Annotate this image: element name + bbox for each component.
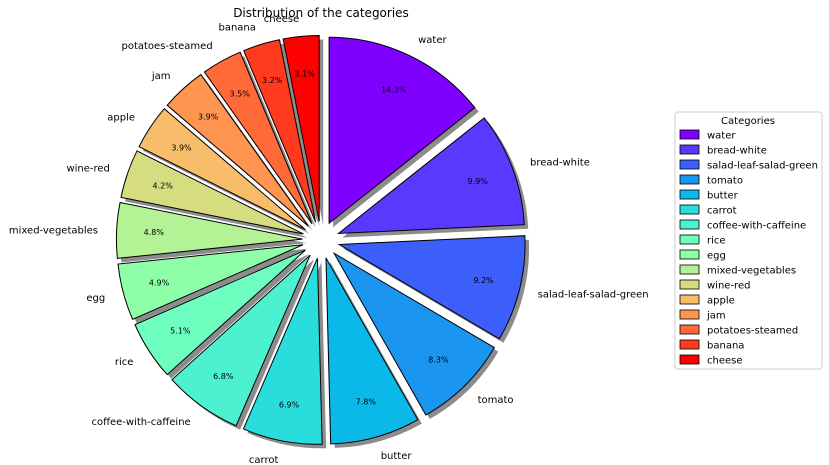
legend-swatch-water <box>679 129 700 140</box>
legend-swatch-rice <box>679 234 700 245</box>
slice-tomato <box>332 251 496 416</box>
pct-label-egg: 4.9% <box>149 279 170 288</box>
slice-mixed-vegetables <box>115 201 303 259</box>
legend-swatch-egg <box>679 249 700 260</box>
legend-swatch-potatoes-steamed <box>679 324 700 335</box>
category-label-butter: butter <box>381 451 413 462</box>
slice-coffee-with-caffeine <box>171 254 311 427</box>
category-label-banana: banana <box>218 23 255 34</box>
slice-apple <box>138 108 306 231</box>
legend-label-water: water <box>707 131 736 142</box>
category-label-jam: jam <box>151 71 171 82</box>
pct-label-water: 14.3% <box>381 85 407 94</box>
pct-label-cheese: 3.1% <box>295 69 316 78</box>
legend-swatch-salad-leaf-salad-green <box>679 159 700 170</box>
pct-label-coffee-with-caffeine: 6.8% <box>213 372 234 381</box>
legend-label-wine-red: wine-red <box>707 281 750 292</box>
legend-swatch-wine-red <box>679 279 700 290</box>
slice-labels: 14.3% water 9.9% bread-white 9.2% salad-leaf-… <box>9 14 649 465</box>
pct-label-rice: 5.1% <box>170 327 191 336</box>
legend-label-coffee-with-caffeine: coffee-with-caffeine <box>707 221 806 232</box>
pct-label-mixed-vegetables: 4.8% <box>144 228 165 237</box>
legend-label-egg: egg <box>707 251 726 262</box>
slice-rice <box>134 249 306 376</box>
category-label-water: water <box>418 35 447 46</box>
pct-label-bread-white: 9.9% <box>468 177 489 186</box>
slice-bread-white <box>336 117 525 235</box>
category-label-mixed-vegetables: mixed-vegetables <box>9 226 98 237</box>
legend-label-tomato: tomato <box>707 176 743 187</box>
category-label-salad-leaf-salad-green: salad-leaf-salad-green <box>538 290 649 301</box>
legend-swatch-apple <box>679 294 700 305</box>
legend-swatch-coffee-with-caffeine <box>679 219 700 230</box>
pct-label-apple: 3.9% <box>171 144 192 153</box>
category-label-tomato: tomato <box>478 395 514 406</box>
pct-label-butter: 7.8% <box>356 397 377 406</box>
legend-box <box>674 111 823 370</box>
pct-label-tomato: 8.3% <box>428 355 449 364</box>
slice-butter <box>325 257 419 445</box>
legend-swatch-jam <box>679 309 700 320</box>
category-label-coffee-with-caffeine: coffee-with-caffeine <box>92 417 191 428</box>
category-label-egg: egg <box>86 293 105 304</box>
slice-water <box>328 36 476 225</box>
legend-label-banana: banana <box>707 341 744 352</box>
slice-wine-red <box>120 150 304 235</box>
legend-label-apple: apple <box>707 296 735 307</box>
legend-label-salad-leaf-salad-green: salad-leaf-salad-green <box>707 161 818 172</box>
legend-swatch-butter <box>679 189 700 200</box>
pct-label-salad-leaf-salad-green: 9.2% <box>473 276 494 285</box>
legend-label-bread-white: bread-white <box>707 146 767 157</box>
slice-salad-leaf-salad-green <box>337 235 526 340</box>
legend-swatch-mixed-vegetables <box>679 264 700 275</box>
legend-swatch-tomato <box>679 174 700 185</box>
pct-label-potatoes-steamed: 3.5% <box>230 90 251 99</box>
legend-swatch-bread-white <box>679 144 700 155</box>
slice-potatoes-steamed <box>203 51 313 225</box>
slice-cheese <box>282 34 320 222</box>
category-label-cheese: cheese <box>264 14 300 25</box>
pie-slices <box>115 34 526 445</box>
slice-carrot <box>242 258 323 445</box>
legend-label-mixed-vegetables: mixed-vegetables <box>707 266 796 277</box>
legend: Categories water bread-white salad-leaf-sa… <box>674 111 823 370</box>
slice-jam <box>166 73 309 227</box>
legend-label-rice: rice <box>707 236 726 247</box>
pct-label-wine-red: 4.2% <box>153 182 174 191</box>
legend-label-butter: butter <box>707 191 739 202</box>
category-label-potatoes-steamed: potatoes-steamed <box>122 41 213 52</box>
legend-label-carrot: carrot <box>707 206 737 217</box>
legend-label-cheese: cheese <box>707 356 743 367</box>
pct-label-carrot: 6.9% <box>279 400 300 409</box>
category-label-bread-white: bread-white <box>530 158 590 169</box>
legend-swatch-carrot <box>679 204 700 215</box>
pct-label-banana: 3.2% <box>262 76 283 85</box>
category-label-wine-red: wine-red <box>66 164 109 175</box>
category-label-apple: apple <box>107 113 135 124</box>
category-label-rice: rice <box>115 357 134 368</box>
chart-title: Distribution of the categories <box>233 6 409 20</box>
legend-swatch-banana <box>679 339 700 350</box>
legend-swatch-cheese <box>679 354 700 365</box>
pct-label-jam: 3.9% <box>198 112 219 121</box>
legend-title: Categories <box>721 116 775 127</box>
category-label-carrot: carrot <box>249 455 279 465</box>
slice-egg <box>117 244 304 320</box>
legend-label-potatoes-steamed: potatoes-steamed <box>707 326 798 337</box>
slice-banana <box>243 39 317 223</box>
legend-label-jam: jam <box>706 311 726 322</box>
